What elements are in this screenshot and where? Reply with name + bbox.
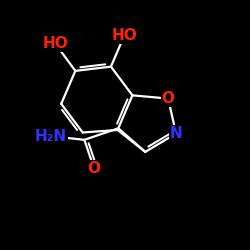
Text: HO: HO bbox=[42, 36, 68, 51]
Text: HO: HO bbox=[112, 28, 137, 43]
Text: H₂N: H₂N bbox=[35, 129, 67, 144]
Text: O: O bbox=[162, 91, 174, 106]
Text: N: N bbox=[170, 126, 182, 141]
Text: O: O bbox=[88, 161, 101, 176]
